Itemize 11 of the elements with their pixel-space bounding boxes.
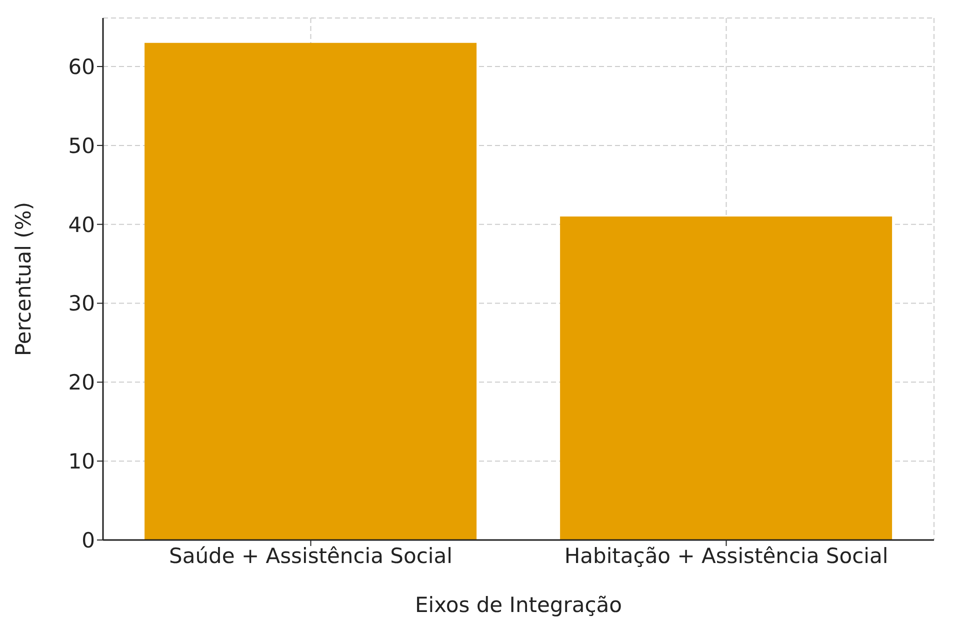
y-tick-label: 30: [68, 292, 95, 316]
y-tick-label: 10: [68, 450, 95, 474]
y-axis-title: Percentual (%): [11, 202, 36, 356]
y-tick-label: 40: [68, 212, 95, 237]
y-tick-label: 50: [68, 134, 95, 158]
x-tick-label: Saúde + Assistência Social: [169, 544, 452, 568]
y-tick-label: 0: [82, 528, 95, 552]
x-tick-label: Habitação + Assistência Social: [564, 544, 888, 568]
x-axis-title: Eixos de Integração: [414, 593, 622, 617]
y-tick-label: 20: [68, 370, 95, 395]
y-tick-label: 60: [68, 54, 95, 79]
